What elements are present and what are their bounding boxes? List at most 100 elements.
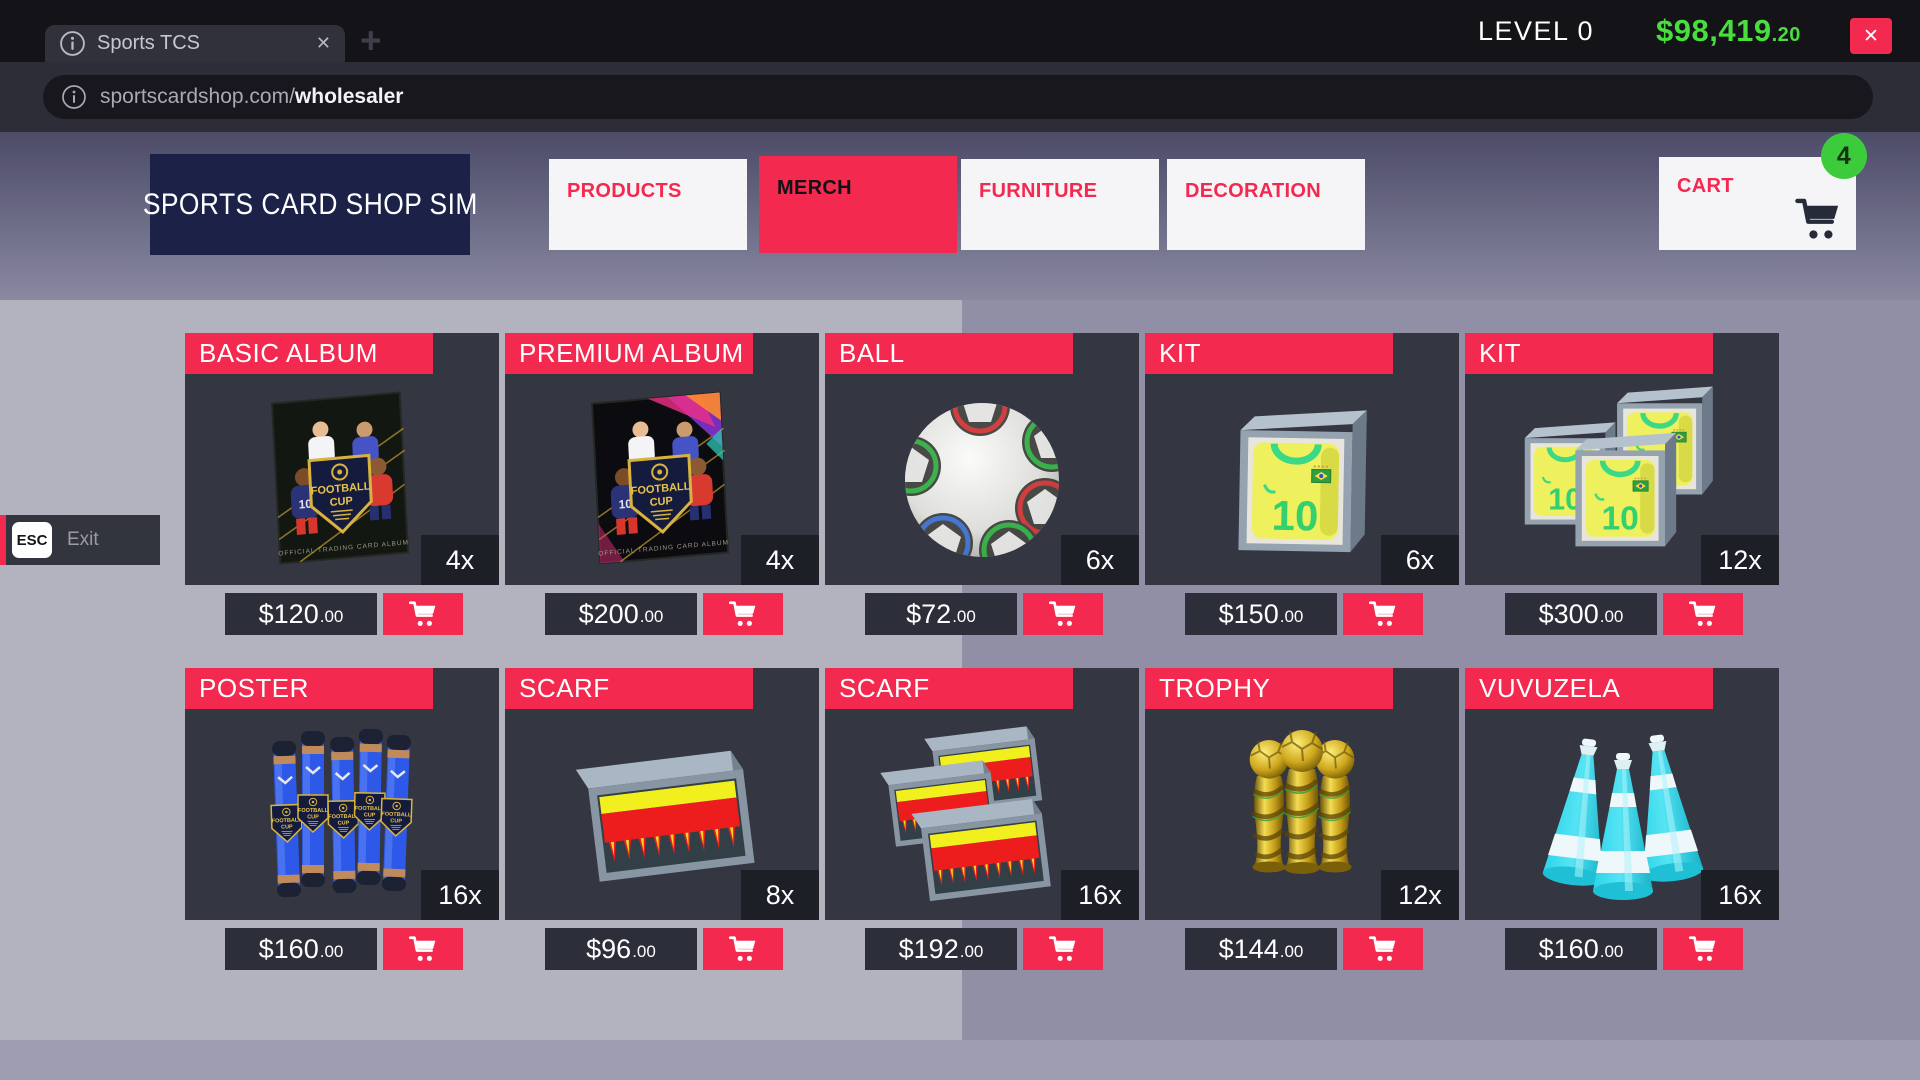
product-title: PREMIUM ALBUM — [519, 338, 744, 368]
url-bar-row: sportscardshop.com/wholesaler — [0, 62, 1920, 132]
store-header: SPORTS CARD SHOP SIM PRODUCTS MERCH FURNIT… — [0, 132, 1920, 300]
cart-count-badge: 4 — [1821, 133, 1867, 179]
product-title-banner: BALL — [825, 333, 1073, 374]
price-button[interactable]: $160 .00 — [225, 928, 377, 970]
browser-top-bar: Sports TCS ✕ + LEVEL 0 $98,419.20 ✕ — [0, 0, 1920, 62]
tab-merch[interactable]: MERCH — [759, 156, 957, 253]
price-cents: .00 — [1279, 942, 1304, 961]
svg-text:FOOTBALL: FOOTBALL — [298, 808, 329, 814]
url-text: sportscardshop.com/wholesaler — [100, 85, 404, 108]
cart-button[interactable]: CART 4 — [1659, 133, 1867, 250]
tab-close-icon[interactable]: ✕ — [315, 33, 331, 53]
product-title: SCARF — [519, 673, 610, 703]
add-to-cart-button[interactable] — [383, 593, 463, 635]
price-button[interactable]: $300 .00 — [1505, 593, 1657, 635]
product-card: SCARF 16x $192 .00 — [825, 668, 1139, 970]
svg-text:CUP: CUP — [307, 814, 319, 820]
product-title-banner: SCARF — [825, 668, 1073, 709]
product-title-banner: SCARF — [505, 668, 753, 709]
product-title-banner: PREMIUM ALBUM — [505, 333, 753, 374]
store-logo: SPORTS CARD SHOP SIM — [143, 154, 477, 255]
price-button[interactable]: $144 .00 — [1185, 928, 1337, 970]
product-title-banner: TROPHY — [1145, 668, 1393, 709]
price-dollars: $144 — [1218, 933, 1279, 964]
quantity-badge: 8x — [741, 870, 819, 920]
svg-text:CUP: CUP — [329, 494, 353, 508]
product-image: 10 FOOTBALL CUP OFFICIAL TRADING CARD ALBUM — [505, 374, 819, 585]
product-title: BALL — [839, 338, 905, 368]
price-dollars: $72 — [906, 598, 952, 629]
price-button[interactable]: $96 .00 — [545, 928, 697, 970]
product-image — [825, 709, 1139, 920]
svg-text:FOOTBALL: FOOTBALL — [272, 817, 303, 824]
price-button[interactable]: $200 .00 — [545, 593, 697, 635]
product-title: POSTER — [199, 673, 309, 703]
money-balance: $98,419.20 — [1656, 13, 1801, 48]
price-button[interactable]: $192 .00 — [865, 928, 1017, 970]
add-to-cart-button[interactable] — [703, 593, 783, 635]
product-card: TROPHY 12x $144 .00 — [1145, 668, 1459, 970]
add-to-cart-button[interactable] — [1023, 593, 1103, 635]
product-title-banner: BASIC ALBUM — [185, 333, 433, 374]
cart-icon — [1792, 198, 1844, 242]
product-image: 101010 — [1465, 374, 1779, 585]
price-cents: .00 — [1599, 942, 1624, 961]
add-to-cart-button[interactable] — [383, 928, 463, 970]
product-title-banner: VUVUZELA — [1465, 668, 1713, 709]
add-to-cart-button[interactable] — [703, 928, 783, 970]
product-image — [1145, 709, 1459, 920]
add-to-cart-button[interactable] — [1343, 593, 1423, 635]
add-to-cart-button[interactable] — [1663, 593, 1743, 635]
price-cents: .00 — [319, 607, 344, 626]
quantity-badge: 12x — [1701, 535, 1779, 585]
tab-products[interactable]: PRODUCTS — [549, 159, 747, 250]
add-to-cart-button[interactable] — [1023, 928, 1103, 970]
price-cents: .00 — [952, 607, 976, 626]
browser-tab[interactable]: Sports TCS ✕ — [45, 25, 345, 62]
svg-text:FOOTBALL: FOOTBALL — [381, 811, 412, 818]
product-title-banner: KIT — [1465, 333, 1713, 374]
price-button[interactable]: $72 .00 — [865, 593, 1017, 635]
svg-text:CUP: CUP — [649, 494, 673, 508]
product-card: KIT 101010 12x $300 .00 — [1465, 333, 1779, 635]
tab-furniture[interactable]: FURNITURE — [961, 159, 1159, 250]
add-to-cart-button[interactable] — [1663, 928, 1743, 970]
svg-text:CUP: CUP — [338, 820, 350, 826]
price-cents: .00 — [319, 942, 344, 961]
price-button[interactable]: $150 .00 — [1185, 593, 1337, 635]
svg-text:10: 10 — [1271, 491, 1319, 539]
product-card: KIT 10 6x $150 .00 — [1145, 333, 1459, 635]
price-cents: .00 — [1599, 607, 1624, 626]
info-icon — [59, 30, 86, 57]
price-dollars: $200 — [578, 598, 639, 629]
esc-exit-hint[interactable]: ESC Exit — [0, 515, 160, 565]
price-dollars: $120 — [258, 598, 319, 629]
product-grid: BASIC ALBUM 10 FOOTBALL CUP OFFICIAL TRADIN… — [185, 333, 1779, 970]
quantity-badge: 12x — [1381, 870, 1459, 920]
level-indicator: LEVEL 0 — [1478, 16, 1595, 46]
quantity-badge: 6x — [1061, 535, 1139, 585]
product-card: VUVUZELA 16x $160 .00 — [1465, 668, 1779, 970]
price-cents: .00 — [959, 942, 984, 961]
address-bar[interactable]: sportscardshop.com/wholesaler — [43, 75, 1873, 119]
quantity-badge: 4x — [421, 535, 499, 585]
price-button[interactable]: $160 .00 — [1505, 928, 1657, 970]
product-title: VUVUZELA — [1479, 673, 1621, 703]
add-to-cart-button[interactable] — [1343, 928, 1423, 970]
svg-text:10: 10 — [298, 496, 312, 511]
new-tab-icon[interactable]: + — [360, 20, 382, 61]
price-button[interactable]: $120 .00 — [225, 593, 377, 635]
info-icon — [61, 84, 87, 110]
product-title: TROPHY — [1159, 673, 1271, 703]
product-image — [825, 374, 1139, 585]
price-dollars: $96 — [586, 933, 632, 964]
svg-text:CUP: CUP — [364, 812, 376, 818]
quantity-badge: 16x — [421, 870, 499, 920]
price-cents: .00 — [632, 942, 656, 961]
tab-decoration[interactable]: DECORATION — [1167, 159, 1365, 250]
product-title: SCARF — [839, 673, 930, 703]
price-cents: .00 — [639, 607, 664, 626]
window-close-button[interactable]: ✕ — [1850, 18, 1892, 54]
esc-keycap: ESC — [12, 522, 52, 558]
quantity-badge: 16x — [1701, 870, 1779, 920]
